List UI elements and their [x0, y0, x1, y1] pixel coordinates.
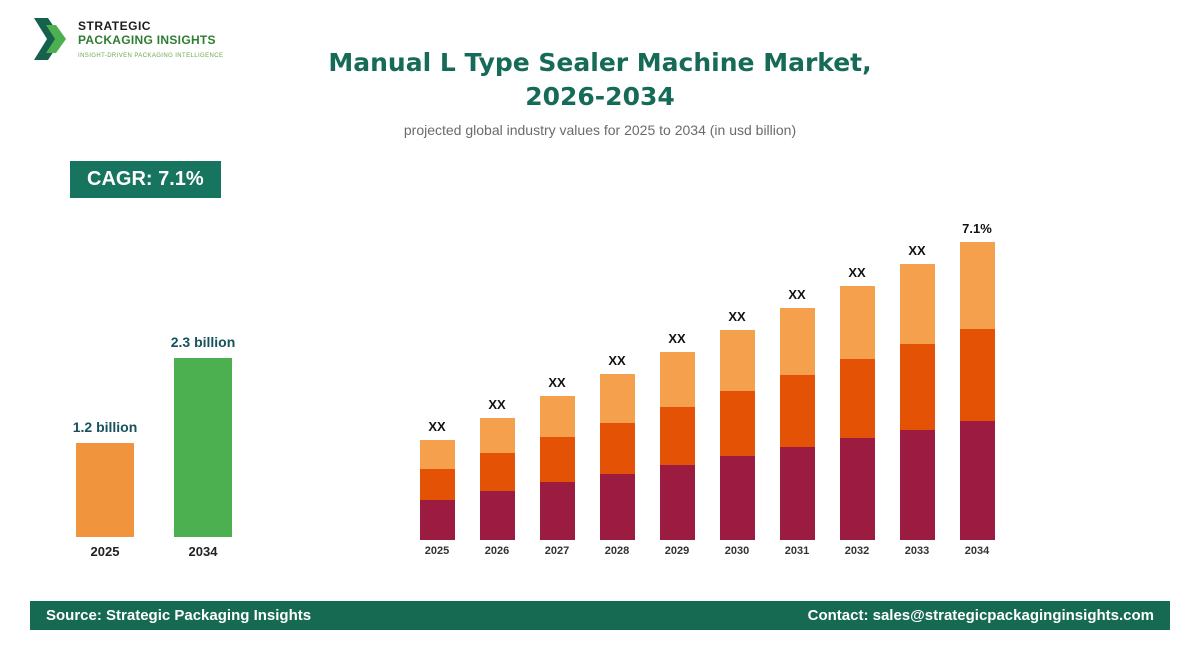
cagr-badge: CAGR: 7.1% [70, 161, 221, 198]
segment-middle [959, 329, 995, 421]
mini-bar-2034 [174, 358, 232, 537]
footer-bar: Source: Strategic Packaging Insights Con… [30, 601, 1170, 630]
axis-label-2029: 2029 [664, 545, 690, 557]
segment-middle [479, 453, 515, 491]
stacked-bar-label-2028: XX [608, 353, 626, 368]
axis-label-2033: 2033 [904, 545, 930, 557]
stacked-bar-2030 [719, 330, 755, 540]
axis-label-2028: 2028 [604, 545, 630, 557]
axis-label-2034: 2034 [964, 545, 990, 557]
axis-label-2025: 2025 [424, 545, 450, 557]
stacked-bar-label-2029: XX [668, 331, 686, 346]
axis-label-2026: 2026 [484, 545, 510, 557]
chevron-logo-icon [32, 16, 70, 67]
stacked-bar-column-2031: XX [767, 287, 827, 540]
segment-bottom [839, 438, 875, 540]
mini-bar-column-2034: 2.3 billion [171, 334, 235, 537]
axis-label-2031: 2031 [784, 545, 810, 557]
segment-bottom [719, 456, 755, 540]
stacked-bar-label-2033: XX [908, 243, 926, 258]
stacked-bar-column-2030: XX [707, 309, 767, 540]
stacked-bar-label-2025: XX [428, 419, 446, 434]
mini-bar-column-2025: 1.2 billion [73, 419, 137, 537]
stacked-bar-label-2034: 7.1% [962, 221, 992, 236]
segment-bottom [539, 482, 575, 540]
segment-top [959, 242, 995, 329]
segment-middle [779, 375, 815, 447]
stacked-bar-label-2027: XX [548, 375, 566, 390]
segment-top [419, 440, 455, 469]
chart-title-line1: Manual L Type Sealer Machine Market, [328, 48, 872, 77]
mini-bar-2025 [76, 443, 134, 537]
stacked-bar-column-2027: XX [527, 375, 587, 540]
axis-label-2032: 2032 [844, 545, 870, 557]
segment-middle [899, 344, 935, 430]
mini-bar-value-label: 1.2 billion [72, 419, 138, 435]
segment-bottom [599, 474, 635, 540]
stacked-bar-label-2030: XX [728, 309, 746, 324]
footer-source: Source: Strategic Packaging Insights [46, 607, 312, 624]
segment-bottom [419, 500, 455, 540]
segment-middle [539, 437, 575, 482]
stacked-bar-column-2026: XX [467, 397, 527, 540]
stacked-bar-2028 [599, 374, 635, 540]
segment-bottom [959, 421, 995, 540]
stacked-bar-column-2032: XX [827, 265, 887, 540]
segment-middle [839, 359, 875, 438]
segment-top [719, 330, 755, 391]
segment-top [599, 374, 635, 423]
stacked-bar-column-2034: 7.1% [947, 221, 1007, 540]
segment-middle [719, 391, 755, 456]
segment-bottom [779, 447, 815, 540]
title-block: Manual L Type Sealer Machine Market, 202… [0, 46, 1200, 138]
stacked-bar-column-2033: XX [887, 243, 947, 540]
main-stacked-chart: XX XX XX XX XX XX XX XX XX 7.1% 2025 2026 2027 2028 2… [407, 207, 1007, 557]
segment-top [779, 308, 815, 375]
chart-subtitle: projected global industry values for 202… [403, 121, 797, 138]
mini-axis-label-2025: 2025 [90, 544, 120, 559]
mini-axis-label-2034: 2034 [188, 544, 218, 559]
logo-word-strategic: STRATEGIC [78, 19, 151, 33]
logo-tagline: INSIGHT-DRIVEN PACKAGING INTELLIGENCE [78, 52, 224, 59]
mini-bar-value-label: 2.3 billion [170, 334, 236, 350]
stacked-bar-2033 [899, 264, 935, 540]
segment-middle [599, 423, 635, 474]
segment-top [839, 286, 875, 359]
stacked-bar-2027 [539, 396, 575, 540]
axis-label-2027: 2027 [544, 545, 570, 557]
stacked-bar-2026 [479, 418, 515, 540]
footer-contact: Contact: sales@strategicpackaginginsight… [807, 607, 1154, 624]
segment-top [479, 418, 515, 453]
logo-word-packaging-insights: PACKAGING INSIGHTS [78, 32, 216, 47]
segment-bottom [659, 465, 695, 540]
stacked-bar-label-2026: XX [488, 397, 506, 412]
segment-middle [659, 407, 695, 465]
stacked-bar-2034 [959, 242, 995, 540]
stacked-bar-2025 [419, 440, 455, 540]
chart-title-line2: 2026-2034 [525, 81, 675, 111]
stacked-bar-column-2025: XX [407, 419, 467, 540]
segment-bottom [899, 430, 935, 540]
stacked-bar-2032 [839, 286, 875, 540]
mini-comparison-chart: 1.2 billion 2.3 billion 2025 2034 [73, 322, 236, 559]
segment-bottom [479, 491, 515, 540]
stacked-bar-column-2028: XX [587, 353, 647, 540]
stacked-bar-label-2032: XX [848, 265, 866, 280]
segment-top [539, 396, 575, 437]
segment-top [899, 264, 935, 344]
stacked-bar-column-2029: XX [647, 331, 707, 540]
axis-label-2030: 2030 [724, 545, 750, 557]
segment-top [659, 352, 695, 407]
stacked-bar-2031 [779, 308, 815, 540]
brand-logo: STRATEGIC PACKAGING INSIGHTS INSIGHT-DRI… [32, 16, 223, 67]
segment-middle [419, 469, 455, 500]
stacked-bar-label-2031: XX [788, 287, 806, 302]
stacked-bar-2029 [659, 352, 695, 540]
